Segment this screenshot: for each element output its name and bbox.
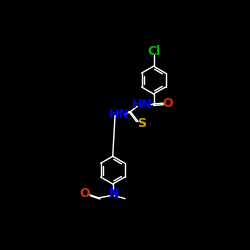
Text: S: S (138, 118, 146, 130)
Text: Cl: Cl (147, 45, 160, 58)
Text: HN: HN (109, 108, 130, 121)
Text: O: O (163, 97, 173, 110)
Text: HN: HN (132, 98, 152, 111)
Text: O: O (80, 187, 90, 200)
Text: N: N (109, 187, 120, 200)
